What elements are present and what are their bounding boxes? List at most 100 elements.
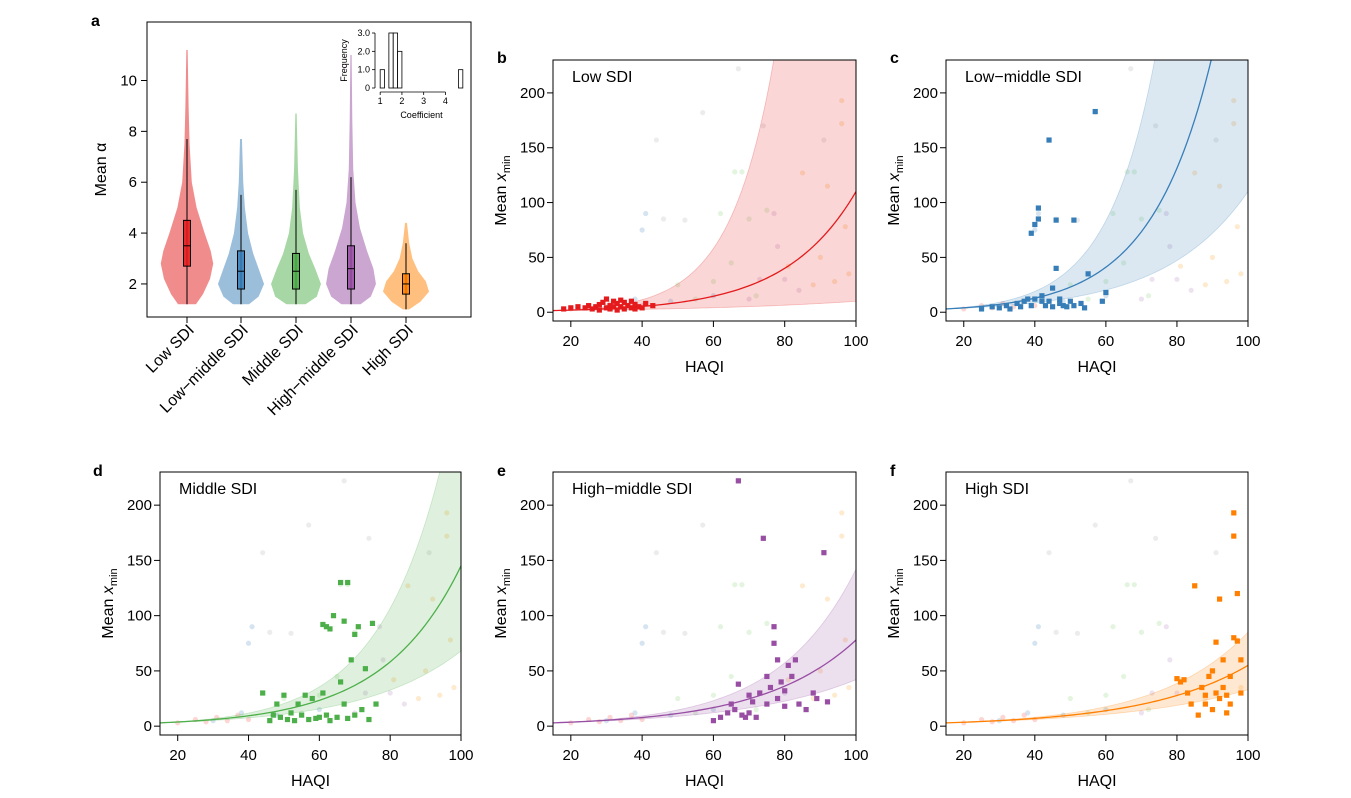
inset-y-tick-label: 2.0 bbox=[357, 46, 370, 56]
y-tick-label: 100 bbox=[520, 608, 545, 625]
y-tick-label: 0 bbox=[930, 304, 938, 321]
background-point bbox=[824, 183, 831, 189]
inset-x-tick-label: 4 bbox=[443, 96, 448, 106]
data-point bbox=[728, 701, 734, 707]
background-point bbox=[391, 677, 397, 683]
y-tick-label: 0 bbox=[537, 304, 545, 321]
data-point bbox=[1199, 684, 1205, 691]
background-point bbox=[447, 637, 453, 643]
background-point bbox=[660, 629, 667, 635]
data-point bbox=[362, 666, 368, 672]
data-point bbox=[750, 699, 756, 705]
background-point bbox=[732, 582, 738, 588]
panel-title: Low−middle SDI bbox=[965, 69, 1082, 86]
data-point bbox=[632, 301, 638, 308]
background-point bbox=[245, 640, 252, 646]
y-tick-label: 50 bbox=[921, 663, 938, 680]
x-tick-label: 40 bbox=[1026, 333, 1043, 350]
background-point bbox=[675, 282, 681, 288]
background-point bbox=[238, 710, 245, 716]
background-point bbox=[842, 224, 848, 230]
background-point bbox=[1035, 210, 1041, 217]
background-point bbox=[1238, 684, 1244, 691]
background-point bbox=[1145, 293, 1152, 299]
data-point bbox=[1085, 271, 1091, 277]
y-tick-label: 100 bbox=[913, 608, 938, 625]
data-point bbox=[575, 304, 581, 310]
data-point bbox=[1216, 695, 1223, 702]
data-point bbox=[607, 306, 613, 312]
inset-y-label: Frequency bbox=[339, 39, 349, 82]
plot-frame bbox=[945, 59, 1249, 322]
data-point bbox=[1042, 303, 1049, 309]
background-point bbox=[653, 550, 659, 556]
background-point bbox=[817, 254, 823, 260]
background-point bbox=[728, 260, 734, 266]
data-point bbox=[320, 690, 326, 696]
panel-d: d Middle SDI 0 50 100 150 200 20 40 60 80 100 HAQI Me… bbox=[93, 463, 474, 790]
confidence-band bbox=[946, 60, 1248, 310]
data-point bbox=[1103, 289, 1109, 296]
data-point bbox=[320, 621, 326, 628]
y-tick-label: 0 bbox=[537, 718, 545, 735]
plot-frame bbox=[552, 471, 857, 736]
background-point bbox=[1231, 97, 1237, 104]
background-point bbox=[1156, 207, 1162, 213]
data-point bbox=[792, 657, 798, 663]
y-axis-label-text: Mean xmin bbox=[886, 568, 906, 638]
y-tick-label: 200 bbox=[520, 85, 545, 102]
data-point bbox=[284, 716, 291, 723]
background-point bbox=[660, 216, 667, 222]
background-point bbox=[753, 293, 759, 299]
data-point bbox=[739, 712, 745, 718]
plot-area bbox=[160, 472, 461, 726]
confidence-band bbox=[553, 60, 856, 311]
panel-a-letter: a bbox=[91, 13, 100, 30]
background-point bbox=[653, 137, 659, 143]
data-point bbox=[1028, 303, 1034, 309]
background-point bbox=[799, 170, 806, 176]
background-point bbox=[717, 210, 724, 217]
background-point bbox=[1131, 169, 1137, 175]
x-tick-label: 20 bbox=[955, 747, 972, 764]
x-tick-label: 60 bbox=[311, 747, 328, 764]
y-axis-label-main: Mean bbox=[100, 594, 117, 638]
background-point bbox=[1224, 278, 1230, 285]
violin-box bbox=[183, 219, 191, 267]
plot-area bbox=[553, 478, 856, 726]
data-point bbox=[1188, 701, 1194, 707]
background-point bbox=[405, 583, 411, 589]
panel-e: e High−middle SDI 0 50 100 150 200 20 40 60 80 100 H… bbox=[493, 463, 869, 790]
background-point bbox=[739, 169, 745, 175]
x-tick-label: 20 bbox=[562, 333, 579, 350]
data-point bbox=[778, 679, 784, 685]
background-point bbox=[415, 695, 422, 702]
panel-c: c Low−middle SDI 0 50 100 150 200 20 40 60 80 100 HA… bbox=[886, 50, 1261, 376]
data-point bbox=[1202, 701, 1208, 707]
data-point bbox=[735, 681, 741, 687]
confidence-band bbox=[553, 569, 856, 724]
data-point bbox=[989, 304, 995, 310]
background-point bbox=[839, 533, 845, 539]
x-tick-label: 100 bbox=[843, 747, 868, 764]
background-point bbox=[639, 640, 645, 646]
data-point bbox=[330, 613, 337, 619]
data-point bbox=[710, 718, 717, 724]
y-tick-label: 200 bbox=[913, 497, 938, 514]
data-point bbox=[764, 701, 770, 707]
y-tick-label: 50 bbox=[921, 249, 938, 266]
data-point bbox=[281, 692, 287, 698]
data-point bbox=[771, 640, 777, 646]
background-point bbox=[1025, 710, 1031, 716]
data-point bbox=[359, 706, 365, 713]
y-tick-label: 50 bbox=[135, 663, 152, 680]
data-point bbox=[1216, 596, 1223, 602]
background-point bbox=[700, 110, 706, 116]
background-point bbox=[316, 706, 322, 713]
data-point bbox=[725, 710, 731, 716]
y-axis-label: Mean xmin bbox=[886, 155, 906, 225]
y-axis-label-text: Mean xmin bbox=[886, 155, 906, 225]
background-point bbox=[267, 629, 273, 635]
data-point bbox=[717, 714, 724, 720]
data-point bbox=[650, 303, 656, 309]
